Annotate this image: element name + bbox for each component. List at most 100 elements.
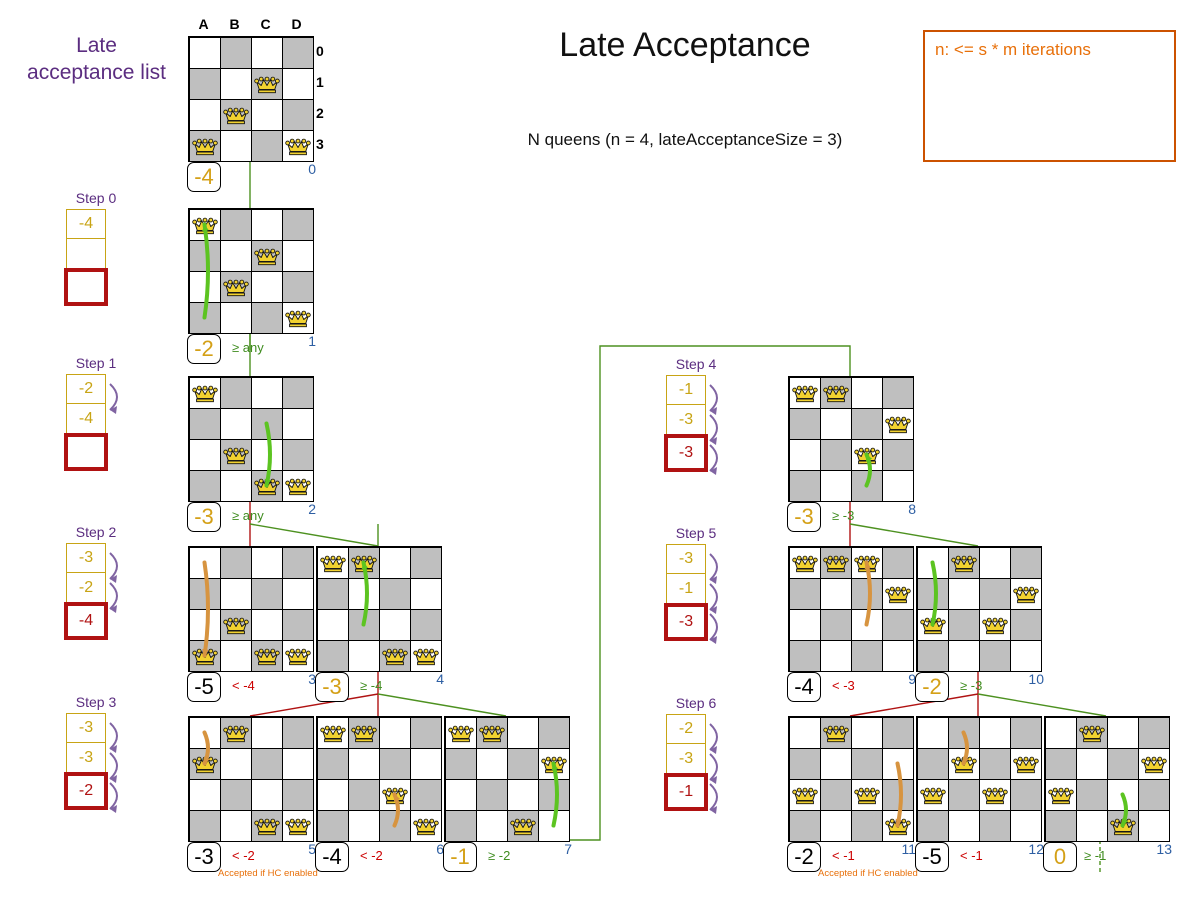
- board-cell: [188, 469, 221, 502]
- chess-board-8: -3 ≥ -3 8: [787, 376, 916, 532]
- queen-piece: [191, 214, 218, 236]
- chess-board-0: A B C D 0 1 2 3 -4 0: [187, 16, 324, 192]
- queen-piece: [412, 815, 439, 837]
- board-cell: [850, 608, 883, 641]
- board-cell: [188, 546, 221, 579]
- board-cell: [188, 809, 221, 842]
- board-cell: [1044, 809, 1077, 842]
- board-cell: [281, 469, 314, 502]
- comparison-label: ≥ any: [232, 508, 264, 523]
- hc-note: Accepted if HC enabled: [218, 868, 318, 879]
- board-cell: [1106, 747, 1139, 780]
- score-badge: -1: [443, 842, 477, 872]
- queen-icon: [1078, 725, 1105, 742]
- board-cell: [378, 809, 411, 842]
- rotation-arrows: [709, 723, 718, 814]
- score-badge: 0: [1043, 842, 1077, 872]
- step-2: Step 2 -3 -2 -4: [64, 524, 126, 640]
- board-index: 10: [1028, 671, 1044, 687]
- queen-icon: [222, 725, 249, 742]
- score-badge: -2: [915, 672, 949, 702]
- connector: [249, 523, 379, 547]
- board-cell: [475, 809, 508, 842]
- rotation-arrows-holder: [108, 547, 138, 627]
- lal-value-cell: -3: [666, 544, 706, 574]
- board-cell: [281, 577, 314, 610]
- board-grid: [188, 208, 314, 334]
- queen-icon: [822, 385, 849, 402]
- queen-icon: [791, 555, 818, 572]
- board-cell: [281, 747, 314, 780]
- board-cell: [316, 809, 349, 842]
- board-grid: [1044, 716, 1170, 842]
- board-cell: [850, 747, 883, 780]
- lal-value-cell: -3: [66, 543, 106, 573]
- rotation-arrows: [709, 553, 718, 644]
- board-grid: [188, 36, 314, 162]
- board-cell: [219, 469, 252, 502]
- board-cell: [378, 747, 411, 780]
- queen-icon: [222, 617, 249, 634]
- board-cell: [219, 301, 252, 334]
- board-cell: [188, 778, 221, 811]
- board-cell: [219, 36, 252, 69]
- queen-icon: [1012, 756, 1039, 773]
- comparison-label: < -1: [832, 848, 855, 863]
- board-cell: [250, 208, 283, 241]
- board-cell: [250, 546, 283, 579]
- board-cell: [1009, 716, 1042, 749]
- board-cell: [1137, 809, 1170, 842]
- queen-icon: [1012, 586, 1039, 603]
- board-cell: [881, 608, 914, 641]
- board-cell: [188, 36, 221, 69]
- board-cell: [850, 577, 883, 610]
- board-cell: [347, 778, 380, 811]
- queen-piece: [319, 722, 346, 744]
- queen-piece: [191, 753, 218, 775]
- lal-current-cell: -2: [64, 772, 108, 810]
- queen-icon: [884, 416, 911, 433]
- board-cell: [881, 577, 914, 610]
- board-cell: [347, 608, 380, 641]
- comparison-label: ≥ -4: [360, 678, 383, 693]
- queen-icon: [253, 248, 280, 265]
- queen-icon: [191, 138, 218, 155]
- queen-icon: [1047, 787, 1074, 804]
- board-cell: [316, 608, 349, 641]
- late-acceptance-list-title: Late acceptance list: [27, 34, 166, 84]
- queen-piece: [222, 444, 249, 466]
- board-cell: [978, 716, 1011, 749]
- board-cell: [281, 546, 314, 579]
- queen-piece: [1047, 784, 1074, 806]
- board-cell: [475, 747, 508, 780]
- board-cell: [1044, 716, 1077, 749]
- rotation-arrows-holder: [708, 718, 738, 828]
- column-label-A: A: [198, 16, 209, 32]
- score-badge: -2: [787, 842, 821, 872]
- board-grid: [316, 546, 442, 672]
- board-cell: [281, 239, 314, 272]
- board-cell: [409, 716, 442, 749]
- board-cell: [250, 747, 283, 780]
- queen-piece: [791, 784, 818, 806]
- comparison-label: ≥ any: [232, 340, 264, 355]
- board-cell: [1075, 747, 1108, 780]
- board-cell: [281, 438, 314, 471]
- board-cell: [188, 129, 221, 162]
- board-grid: [916, 546, 1042, 672]
- lal-current-cell: [64, 433, 108, 471]
- board-cell: [188, 301, 221, 334]
- queen-icon: [191, 648, 218, 665]
- step-label: Step 5: [675, 525, 717, 541]
- queen-icon: [981, 787, 1008, 804]
- queen-icon: [284, 818, 311, 835]
- board-index: 2: [308, 501, 316, 517]
- board-cell: [219, 67, 252, 100]
- queen-piece: [1012, 583, 1039, 605]
- board-cell: [281, 301, 314, 334]
- page-title: Late Acceptance: [559, 26, 811, 64]
- board-cell: [978, 608, 1011, 641]
- queen-piece: [284, 135, 311, 157]
- lal-current-cell: -3: [664, 603, 708, 641]
- board-cell: [916, 577, 949, 610]
